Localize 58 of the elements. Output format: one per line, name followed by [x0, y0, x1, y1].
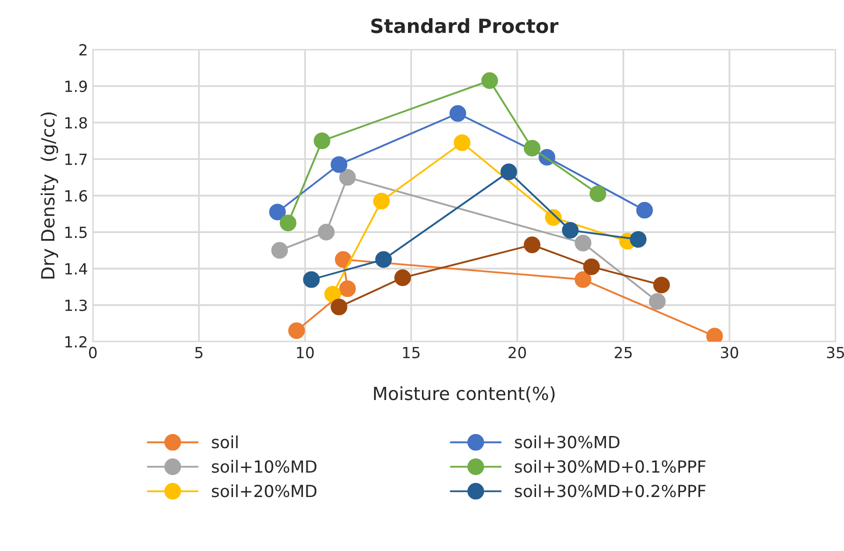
point — [269, 204, 286, 220]
point — [450, 105, 466, 122]
x-tick-label: 20 — [508, 346, 526, 358]
point — [648, 293, 666, 310]
x-tick-label: 30 — [720, 346, 738, 358]
x-tick-label: 10 — [297, 346, 314, 358]
point — [454, 134, 470, 152]
point — [500, 164, 518, 180]
point — [706, 328, 723, 342]
legend-label: soil+20%MD — [212, 484, 316, 498]
point — [373, 192, 390, 210]
point — [653, 276, 670, 294]
x-tick-label: 25 — [614, 346, 632, 358]
legend-label: soil+10%MD — [212, 460, 316, 473]
y-axis-title: Dry Density (g/cc) — [40, 112, 58, 279]
point — [334, 251, 352, 268]
legend-label: soil+30%MD — [514, 435, 620, 448]
x-tick-label: 15 — [403, 346, 420, 358]
point — [636, 202, 653, 219]
y-tick-label: 1.5 — [65, 226, 87, 238]
y-tick-label: 1.4 — [65, 263, 88, 274]
y-tick-label: 1.6 — [65, 190, 88, 202]
point — [314, 132, 330, 150]
point — [524, 236, 540, 254]
point — [562, 222, 579, 239]
point — [630, 231, 647, 248]
point — [303, 271, 320, 288]
chart-title: Standard Proctor — [371, 18, 558, 34]
point — [583, 258, 600, 276]
y-tick-label: 1.8 — [65, 117, 87, 129]
y-tick-label: 1.3 — [65, 300, 87, 312]
point — [574, 271, 592, 288]
point — [330, 156, 348, 173]
point — [481, 72, 498, 89]
point — [288, 322, 305, 340]
y-tick-label: 2 — [79, 44, 86, 56]
point — [524, 140, 540, 156]
point — [339, 169, 356, 186]
x-tick-label: 5 — [195, 346, 202, 358]
point — [324, 286, 341, 302]
legend-label: soil+30%MD+0.1%PPF — [514, 460, 706, 473]
point — [271, 242, 288, 259]
point — [318, 224, 335, 240]
point — [330, 298, 348, 316]
x-axis-title: Moisture content(%) — [374, 386, 555, 402]
legend-label: soil — [212, 435, 238, 448]
x-tick-label: 35 — [827, 346, 844, 358]
point — [574, 234, 592, 252]
point — [375, 251, 392, 268]
y-tick-label: 1.7 — [65, 154, 87, 165]
point — [339, 280, 356, 298]
point — [590, 185, 606, 202]
y-tick-label: 1.9 — [65, 80, 87, 92]
point — [280, 214, 296, 232]
legend-label: soil+30%MD+0.2%PPF — [514, 484, 706, 498]
y-tick-label: 1.2 — [65, 336, 86, 348]
point — [394, 269, 411, 286]
x-tick-label: 0 — [88, 346, 97, 358]
